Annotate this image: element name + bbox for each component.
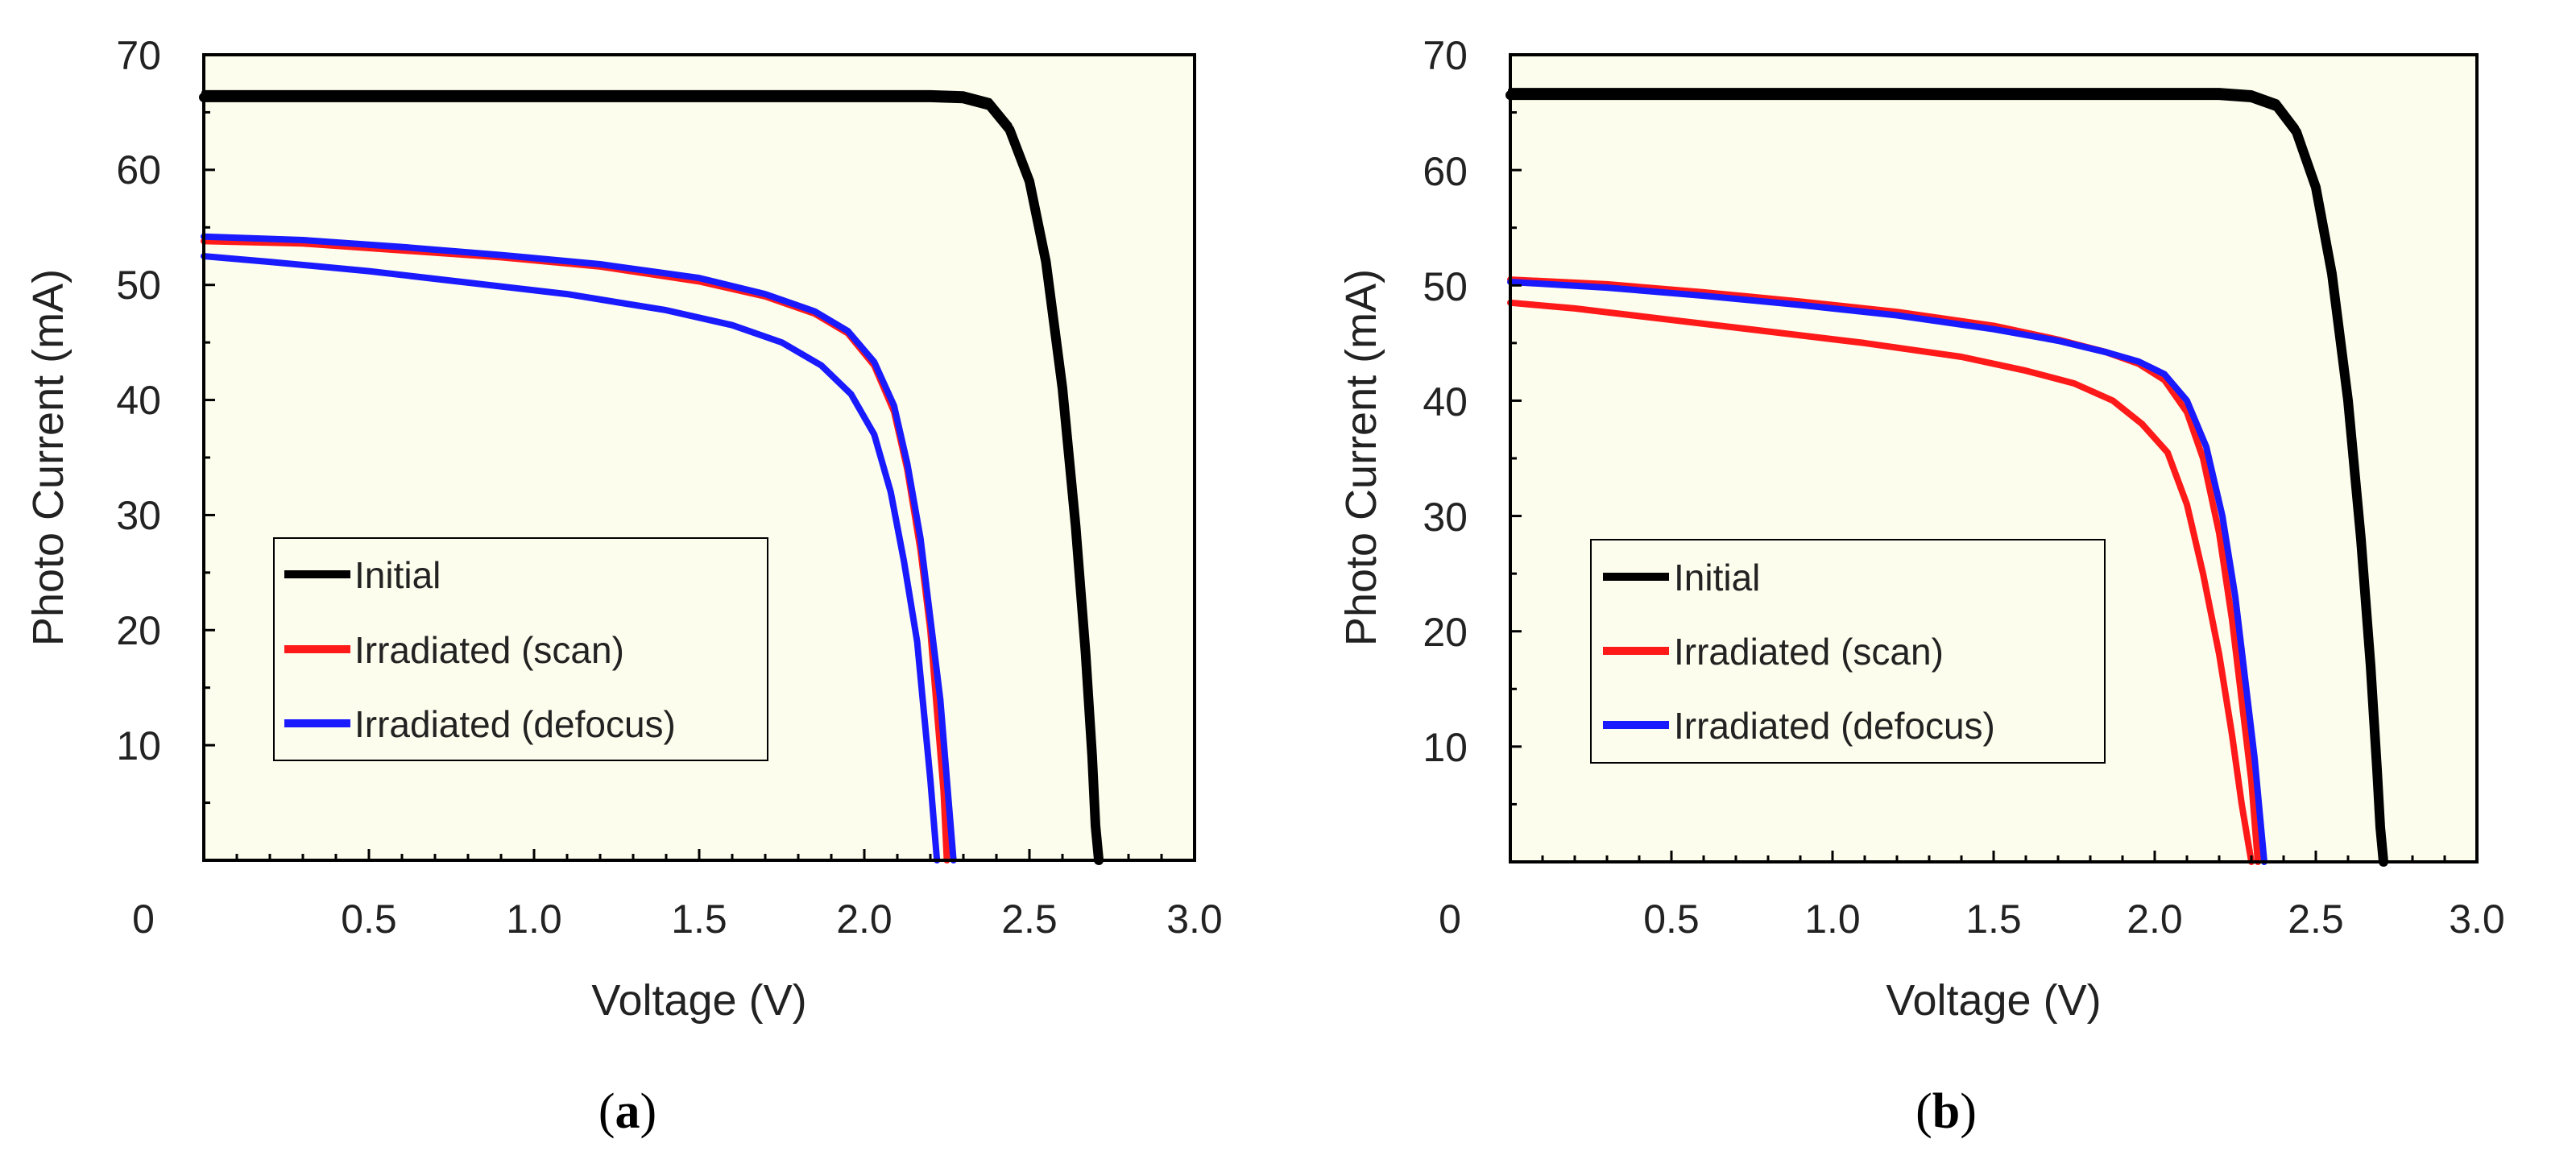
- caption-letter: a: [615, 1084, 640, 1139]
- ticks-b: [1510, 111, 2446, 862]
- legend-box: [1590, 539, 2106, 764]
- panel-caption-b: (b): [1915, 1084, 1977, 1139]
- legend-box: [273, 537, 768, 761]
- y-tick-label: 10: [116, 723, 161, 768]
- y-tick-label: 40: [116, 378, 161, 423]
- ticks-a: [204, 110, 1163, 860]
- series-line-defocus: [1507, 279, 2267, 865]
- series-line-defocus: [201, 233, 957, 863]
- series-line-scan: [1507, 299, 2255, 865]
- legend-label-initial: Initial: [354, 554, 441, 596]
- origin-label-b: 0: [1439, 897, 1461, 942]
- legend-b: Initial Irradiated (scan) Irradiated (de…: [1590, 539, 2106, 764]
- caption-open: (: [1915, 1084, 1932, 1139]
- y-tick-label: 50: [1423, 264, 1468, 309]
- x-tick-label: 0.5: [1643, 897, 1700, 942]
- x-tick-label: 2.5: [2288, 897, 2344, 942]
- caption-letter: b: [1932, 1084, 1960, 1139]
- caption-close: ): [1960, 1084, 1977, 1139]
- y-tick-label: 30: [1423, 495, 1468, 540]
- caption-open: (: [598, 1084, 615, 1139]
- caption-close: ): [640, 1084, 657, 1139]
- y-tick-label: 20: [116, 608, 161, 653]
- legend-label-defocus: Irradiated (defocus): [354, 703, 676, 745]
- legend-a: Initial Irradiated (scan) Irradiated (de…: [273, 537, 768, 761]
- origin-label-a: 0: [132, 897, 155, 942]
- y-tick-label: 70: [1423, 33, 1468, 78]
- x-tick-label: 3.0: [1166, 897, 1223, 942]
- series-line-initial-band: [201, 89, 1102, 858]
- series-line-defocus: [201, 253, 941, 863]
- y-tick-label: 40: [1423, 379, 1468, 424]
- x-tick-label: 1.5: [1965, 897, 2022, 942]
- y-tick-label: 20: [1423, 610, 1468, 655]
- y-tick-label: 10: [1423, 725, 1468, 770]
- legend-label-initial: Initial: [1674, 557, 1760, 598]
- legend-label-scan: Irradiated (scan): [1674, 631, 1944, 673]
- series-line-initial-band: [1508, 88, 2386, 859]
- x-tick-label: 0.5: [341, 897, 397, 942]
- y-tick-label: 50: [116, 263, 161, 308]
- chart-panel-a: 0 0.5 1.0 1.5 2.0 2.5 3.0 10 20 30 40 50…: [24, 33, 1223, 1139]
- series-layer-a: [199, 89, 1104, 865]
- y-tick-label: 30: [116, 493, 161, 538]
- x-axis-title-a: Voltage (V): [591, 976, 806, 1025]
- panel-caption-a: (a): [598, 1084, 656, 1139]
- y-tick-label: 60: [116, 147, 161, 193]
- x-tick-label: 1.0: [506, 897, 562, 942]
- x-tick-label: 2.0: [836, 897, 892, 942]
- x-tick-label: 2.5: [1001, 897, 1058, 942]
- x-axis-title-b: Voltage (V): [1886, 976, 2101, 1025]
- series-layer-b: [1505, 88, 2388, 867]
- x-tick-label: 3.0: [2449, 897, 2505, 942]
- y-tick-label: 70: [116, 33, 161, 78]
- y-axis-title-a: Photo Current (mA): [24, 269, 72, 646]
- y-axis-title-b: Photo Current (mA): [1337, 269, 1385, 646]
- chart-panel-b: 0 0.5 1.0 1.5 2.0 2.5 3.0 10 20 30 40 50…: [1337, 33, 2505, 1139]
- legend-label-scan: Irradiated (scan): [354, 629, 624, 671]
- x-tick-label: 2.0: [2127, 897, 2183, 942]
- x-tick-label: 1.5: [671, 897, 727, 942]
- x-tick-label: 1.0: [1804, 897, 1861, 942]
- legend-label-defocus: Irradiated (defocus): [1674, 705, 1995, 747]
- y-tick-label: 60: [1423, 149, 1468, 194]
